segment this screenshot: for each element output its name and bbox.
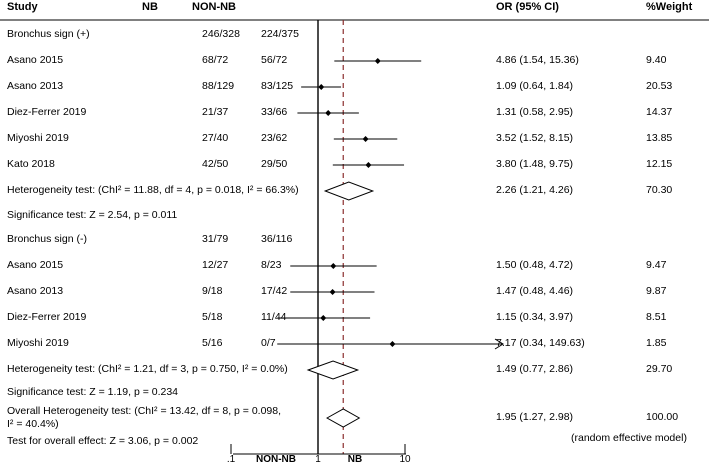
row-label: Test for overall effect: Z = 3.06, p = 0… xyxy=(7,435,199,447)
row-or: 3.80 (1.48, 9.75) xyxy=(496,158,574,170)
row-nonnb: 56/72 xyxy=(261,54,288,66)
row-weight: 1.85 xyxy=(646,337,667,349)
row-label: Heterogeneity test: (ChI² = 11.88, df = … xyxy=(7,184,299,196)
row-nonnb: 224/375 xyxy=(261,28,299,40)
row-weight: 14.37 xyxy=(646,106,673,118)
row-or: 1.15 (0.34, 3.97) xyxy=(496,311,574,323)
point-estimate xyxy=(365,162,372,168)
row-weight: 13.85 xyxy=(646,132,673,144)
row-label: Miyoshi 2019 xyxy=(7,337,69,349)
point-estimate xyxy=(362,136,369,142)
row-label: Asano 2015 xyxy=(7,259,64,271)
pooled-diamond xyxy=(323,181,375,201)
row-label: Significance test: Z = 1.19, p = 0.234 xyxy=(7,386,179,398)
row-or: 1.09 (0.64, 1.84) xyxy=(496,80,574,92)
row-weight: 70.30 xyxy=(646,184,673,196)
row-label: Significance test: Z = 2.54, p = 0.011 xyxy=(7,209,178,221)
row-or: 7.17 (0.34, 149.63) xyxy=(496,337,585,349)
point-estimate xyxy=(389,341,396,347)
header-nb: NB xyxy=(142,1,158,13)
row-label: Asano 2015 xyxy=(7,54,64,66)
row-label: Asano 2013 xyxy=(7,285,64,297)
row-weight: 9.47 xyxy=(646,259,667,271)
row-nonnb: 36/116 xyxy=(261,233,293,245)
row-nonnb: 0/7 xyxy=(261,337,276,349)
x-tick-label: 1 xyxy=(315,454,321,464)
x-tick-label: .1 xyxy=(227,454,236,464)
row-nb: 31/79 xyxy=(202,233,229,245)
pooled-diamond xyxy=(306,360,360,380)
header-study: Study xyxy=(7,1,38,13)
row-nb: 68/72 xyxy=(202,54,229,66)
header-weight: %Weight xyxy=(646,1,693,13)
row-weight: 9.40 xyxy=(646,54,667,66)
header-or: OR (95% CI) xyxy=(496,1,559,13)
row-weight: 12.15 xyxy=(646,158,673,170)
row-nonnb: 29/50 xyxy=(261,158,288,170)
row-label: Kato 2018 xyxy=(7,158,55,170)
row-nb: 21/37 xyxy=(202,106,229,118)
row-weight: 100.00 xyxy=(646,411,679,423)
row-nb: 42/50 xyxy=(202,158,229,170)
point-estimate xyxy=(329,289,336,295)
row-nb: 5/18 xyxy=(202,311,223,323)
model-note: (random effective model) xyxy=(571,432,687,444)
row-or: 2.26 (1.21, 4.26) xyxy=(496,184,574,196)
row-nb: 246/328 xyxy=(202,28,240,40)
row-nb: 27/40 xyxy=(202,132,229,144)
row-weight: 9.87 xyxy=(646,285,667,297)
row-or: 1.50 (0.48, 4.72) xyxy=(496,259,574,271)
point-estimate xyxy=(318,84,325,90)
row-nonnb: 8/23 xyxy=(261,259,282,271)
point-estimate xyxy=(330,263,337,269)
row-label: Overall Heterogeneity test: (ChI² = 13.4… xyxy=(7,405,282,417)
row-label: Diez-Ferrer 2019 xyxy=(7,311,87,323)
row-nonnb: 83/125 xyxy=(261,80,294,92)
row-label: Diez-Ferrer 2019 xyxy=(7,106,87,118)
row-label: Asano 2013 xyxy=(7,80,64,92)
row-nb: 12/27 xyxy=(202,259,229,271)
row-nb: 88/129 xyxy=(202,80,235,92)
ci-arrow xyxy=(494,338,504,350)
row-nb: 9/18 xyxy=(202,285,223,297)
x-tick-label: 10 xyxy=(399,454,411,464)
header-nonnb: NON-NB xyxy=(192,1,236,13)
point-estimate xyxy=(320,315,327,321)
pooled-diamond xyxy=(326,408,361,428)
row-nonnb: 11/44 xyxy=(261,311,287,323)
row-weight: 8.51 xyxy=(646,311,667,323)
row-or: 1.49 (0.77, 2.86) xyxy=(496,363,574,375)
row-label: Bronchus sign (-) xyxy=(7,233,87,245)
row-nb: 5/16 xyxy=(202,337,223,349)
row-or: 3.52 (1.52, 8.15) xyxy=(496,132,574,144)
row-or: 1.31 (0.58, 2.95) xyxy=(496,106,574,118)
x-side-label-left: NON-NB xyxy=(256,454,296,464)
row-nonnb: 33/66 xyxy=(261,106,288,118)
row-label: Bronchus sign (+) xyxy=(7,28,90,40)
row-or: 1.47 (0.48, 4.46) xyxy=(496,285,574,297)
row-or: 1.95 (1.27, 2.98) xyxy=(496,411,574,423)
row-nonnb: 17/42 xyxy=(261,285,288,297)
row-label-continued: I² = 40.4%) xyxy=(7,418,59,430)
row-or: 4.86 (1.54, 15.36) xyxy=(496,54,579,66)
point-estimate xyxy=(325,110,332,116)
row-nonnb: 23/62 xyxy=(261,132,288,144)
x-side-label-right: NB xyxy=(348,454,362,464)
row-weight: 29.70 xyxy=(646,363,673,375)
row-label: Miyoshi 2019 xyxy=(7,132,69,144)
row-weight: 20.53 xyxy=(646,80,673,92)
point-estimate xyxy=(374,58,381,64)
row-label: Heterogeneity test: (ChI² = 1.21, df = 3… xyxy=(7,363,288,375)
